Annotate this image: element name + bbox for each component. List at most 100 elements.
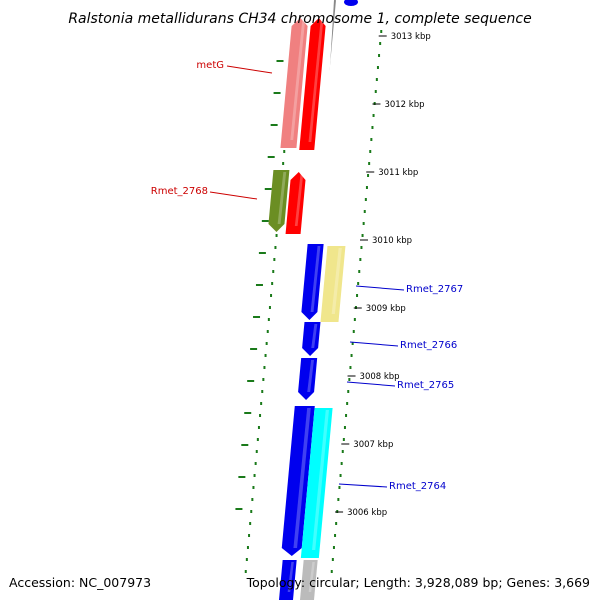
gene-label-leader bbox=[338, 483, 388, 488]
gc-dash bbox=[270, 124, 278, 126]
tick-label: 3009 kbp bbox=[366, 304, 406, 314]
gene-label-leader bbox=[355, 285, 405, 291]
gc-dot-right bbox=[357, 282, 360, 285]
gc-dot-right bbox=[353, 318, 356, 321]
gc-dot-right bbox=[338, 486, 341, 489]
gc-dots bbox=[235, 30, 383, 573]
gc-dash bbox=[276, 60, 284, 62]
gc-dot-right bbox=[359, 258, 362, 261]
gene-rmet-2764-blue bbox=[281, 406, 315, 556]
gene-metg-red bbox=[299, 18, 326, 150]
gc-dot-right bbox=[337, 498, 340, 501]
gc-dot-left bbox=[256, 438, 259, 441]
gc-dot-right bbox=[375, 78, 378, 81]
gc-dot-right bbox=[360, 246, 363, 249]
gc-dot-left bbox=[268, 306, 271, 309]
gc-dot-left bbox=[273, 258, 276, 261]
tick-label: 3008 kbp bbox=[360, 372, 400, 382]
tick-label: 3011 kbp bbox=[378, 168, 418, 178]
gene-bottom-grey-shine bbox=[308, 562, 315, 592]
gc-dot-right bbox=[332, 546, 335, 549]
gc-dot-left bbox=[259, 414, 262, 417]
gc-dot-right bbox=[358, 270, 361, 273]
gc-dot-right bbox=[374, 90, 377, 93]
gc-dot-right bbox=[367, 174, 370, 177]
gc-dot-left bbox=[275, 234, 278, 237]
gc-dash bbox=[253, 316, 261, 318]
gene-label-text: Rmet_2764 bbox=[389, 481, 446, 492]
gene-bottom-grey bbox=[300, 560, 318, 600]
gc-dot-left bbox=[255, 450, 258, 453]
gc-dot-right bbox=[365, 186, 368, 189]
gc-dot-right bbox=[331, 558, 334, 561]
gene-rmet-2767-khaki bbox=[320, 246, 346, 322]
gene-rmet-2768-red bbox=[285, 172, 306, 234]
gc-dot-left bbox=[251, 498, 254, 501]
gc-dot-right bbox=[369, 150, 372, 153]
gc-dot-right bbox=[335, 522, 338, 525]
topology-text: Topology: circular; Length: 3,928,089 bp… bbox=[246, 575, 590, 590]
gene-bottom-blue-shine bbox=[287, 562, 294, 592]
gene-rmet-2764-cyan bbox=[300, 408, 333, 558]
gene-label-leader bbox=[209, 191, 258, 200]
gc-dot-left bbox=[246, 546, 249, 549]
gene-rmet-2767-blue bbox=[301, 244, 324, 320]
gc-dot-right bbox=[349, 366, 352, 369]
gc-dot-right bbox=[376, 66, 379, 69]
gc-dot-right bbox=[347, 390, 350, 393]
gc-dash bbox=[258, 252, 266, 254]
gene-label-text: Rmet_2768 bbox=[151, 186, 208, 197]
gc-dot-left bbox=[262, 378, 265, 381]
gene-rmet-2765-blue-shine bbox=[307, 360, 314, 392]
gc-dot-right bbox=[362, 222, 365, 225]
gene-labels: metG Rmet_2768 Rmet_2767 Rmet_2766 Rmet_2765… bbox=[151, 60, 463, 492]
gc-dash bbox=[261, 220, 269, 222]
gene-label-text: Rmet_2767 bbox=[406, 284, 463, 295]
tick-label: 3010 kbp bbox=[372, 236, 412, 246]
gc-dot-right bbox=[363, 210, 366, 213]
gc-dot-right bbox=[340, 462, 343, 465]
gene-metg-red-shine bbox=[308, 20, 324, 142]
gc-dot-right bbox=[370, 138, 373, 141]
tick-label: 3007 kbp bbox=[353, 440, 393, 450]
tick-label: 3013 kbp bbox=[391, 32, 431, 42]
gc-dot-left bbox=[271, 282, 274, 285]
tick-label: 3006 kbp bbox=[347, 508, 387, 518]
gc-dot-left bbox=[274, 246, 277, 249]
gc-dot-left bbox=[267, 318, 270, 321]
gene-top-partial bbox=[344, 0, 358, 6]
gc-dash bbox=[264, 188, 272, 190]
gene-rmet-2766-blue bbox=[302, 322, 321, 356]
gene-rmet-2764-cyan-shine bbox=[312, 410, 329, 550]
gene-rmet-2766-blue-shine bbox=[311, 324, 318, 348]
gene-rmet-2765-blue bbox=[298, 358, 318, 400]
gc-dot-left bbox=[248, 534, 251, 537]
gene-rmet-2768-olive-shine bbox=[277, 172, 287, 224]
gene-label-leader bbox=[349, 341, 399, 347]
gene-bottom-blue bbox=[279, 560, 297, 600]
gc-dot-right bbox=[343, 426, 346, 429]
gc-dot-right bbox=[350, 354, 353, 357]
gc-dot-right bbox=[368, 162, 371, 165]
gc-dot-left bbox=[254, 462, 257, 465]
gc-dash bbox=[255, 284, 263, 286]
gc-dot-left bbox=[250, 510, 253, 513]
gene-features bbox=[268, 18, 346, 600]
gc-dot-right bbox=[339, 474, 342, 477]
gc-dot-left bbox=[253, 474, 256, 477]
gc-dot-right bbox=[330, 570, 333, 573]
gene-label-text: Rmet_2766 bbox=[400, 340, 457, 351]
gc-dot-left bbox=[263, 366, 266, 369]
tick-marks: 3013 kbp 3012 kbp 3011 kbp 3010 kbp 3009 kbp… bbox=[335, 32, 431, 518]
accession-text: Accession: NC_007973 bbox=[9, 575, 151, 590]
gc-dot-right bbox=[371, 126, 374, 129]
gene-metg-pink-shine bbox=[290, 20, 306, 140]
gene-rmet-2768-olive bbox=[268, 170, 290, 232]
gc-dot-right bbox=[345, 414, 348, 417]
gc-dot-left bbox=[249, 522, 252, 525]
gc-dot-right bbox=[341, 450, 344, 453]
gc-dot-left bbox=[266, 330, 269, 333]
gc-dot-left bbox=[261, 390, 264, 393]
gene-rmet-2767-blue-shine bbox=[310, 246, 321, 312]
